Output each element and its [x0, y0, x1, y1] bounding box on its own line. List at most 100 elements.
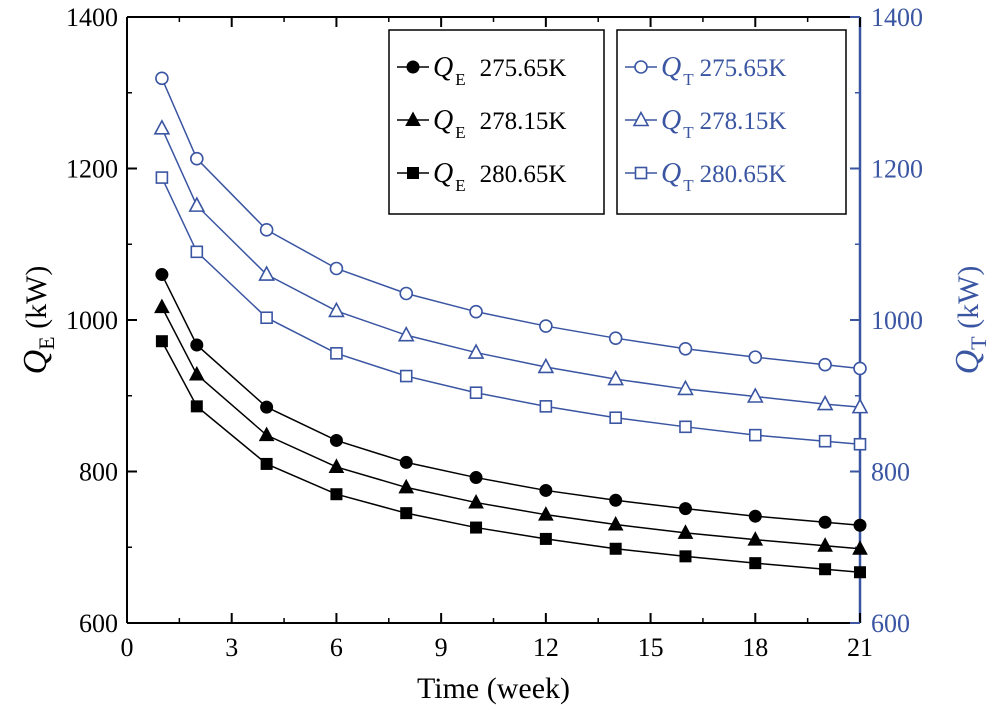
y-left-title-unit: (kW)	[20, 266, 53, 337]
y-left-title-subscript: E	[34, 336, 59, 349]
x-tick-label: 15	[638, 633, 664, 662]
data-point	[749, 557, 762, 570]
data-point	[609, 493, 623, 507]
data-point	[400, 507, 413, 520]
data-point	[853, 518, 867, 532]
legend-box-1	[388, 29, 605, 215]
legend-subscript: T	[683, 123, 694, 142]
data-point	[539, 319, 553, 333]
data-point	[155, 171, 169, 184]
legend-subscript: E	[455, 176, 465, 195]
series-markers	[153, 71, 869, 579]
data-point	[537, 357, 555, 374]
legend-temp: 278.15K	[700, 108, 787, 135]
data-point	[746, 387, 764, 403]
data-point	[678, 341, 693, 356]
data-point	[539, 483, 553, 497]
y-left-tick-label: 800	[79, 458, 118, 487]
data-point	[258, 265, 275, 281]
data-point	[679, 550, 692, 563]
data-point	[817, 537, 833, 552]
y-left-tick-label: 600	[79, 609, 118, 638]
legend-label: Q E 275.65K	[433, 52, 566, 89]
data-point	[328, 458, 345, 473]
data-point	[328, 301, 345, 318]
data-point	[188, 196, 206, 212]
data-point	[190, 400, 203, 413]
data-point	[853, 361, 867, 376]
y-right-tick-label: 800	[871, 458, 910, 487]
legend-temp: 280.65K	[480, 161, 567, 188]
legend-label: Q T 280.65K	[661, 158, 786, 195]
series-line-1	[161, 306, 861, 550]
x-tick-label: 18	[742, 633, 768, 662]
data-point	[469, 471, 483, 485]
data-point	[190, 151, 204, 166]
data-point	[609, 411, 622, 425]
series-line-4	[161, 128, 861, 408]
legend-subscript: T	[683, 176, 694, 195]
y-left-tick-label: 1400	[66, 3, 118, 32]
legend-symbol: Q	[661, 105, 681, 136]
y-right-tick-label: 600	[871, 609, 910, 638]
y-right-title-symbol: Q	[949, 350, 986, 375]
data-point	[260, 457, 273, 470]
series-line-0	[161, 274, 861, 527]
data-point	[818, 357, 832, 372]
data-point	[819, 563, 832, 576]
data-point	[469, 386, 483, 400]
data-point	[259, 223, 274, 237]
legend-subscript: T	[683, 70, 694, 89]
legend-temp: 278.15K	[480, 108, 567, 135]
x-tick-label: 0	[121, 633, 134, 662]
data-point	[153, 119, 171, 135]
data-point	[399, 286, 414, 301]
y-left-axis-title: QE (kW)	[17, 266, 59, 375]
axis-titles: Time (week) QE (kW) QT (kW)	[17, 266, 991, 705]
legend-box-2	[616, 29, 847, 215]
data-point	[678, 502, 692, 516]
data-point	[470, 521, 483, 534]
data-point	[399, 369, 413, 383]
data-point	[260, 400, 274, 414]
y-left-tick-label: 1200	[66, 155, 118, 184]
y-right-tick-label: 1200	[871, 155, 923, 184]
data-point	[748, 509, 762, 523]
data-point	[677, 379, 694, 396]
data-point	[816, 394, 834, 411]
legend-marker	[406, 60, 420, 74]
x-axis-title: Time (week)	[417, 672, 570, 705]
x-tick-label: 6	[330, 633, 343, 662]
y-right-title-subscript: T	[966, 336, 991, 350]
legend-subscript: E	[455, 70, 465, 89]
data-point	[469, 304, 483, 319]
legend-symbol: Q	[433, 158, 453, 189]
y-right-tick-label: 1000	[871, 306, 923, 335]
data-point	[538, 506, 554, 521]
data-point	[155, 335, 168, 348]
legend-temp: 280.65K	[700, 161, 787, 188]
data-point	[188, 365, 205, 381]
data-point	[539, 532, 552, 545]
data-point	[818, 434, 832, 448]
data-point	[190, 245, 204, 259]
data-point	[851, 397, 869, 414]
legend-label: Q E 280.65K	[433, 158, 566, 195]
series-lines	[161, 78, 861, 573]
data-point	[677, 524, 694, 539]
data-point	[399, 455, 413, 469]
series-line-5	[161, 177, 861, 445]
x-tick-label: 3	[225, 633, 238, 662]
x-tick-label: 21	[847, 633, 873, 662]
series-line-3	[161, 78, 861, 370]
data-point	[154, 298, 170, 314]
data-point	[748, 428, 762, 442]
legend-label: Q T 275.65K	[661, 52, 786, 89]
data-point	[818, 515, 832, 529]
legend-marker	[407, 167, 419, 179]
data-point	[747, 531, 764, 546]
data-point	[854, 566, 866, 579]
data-point	[329, 433, 343, 447]
